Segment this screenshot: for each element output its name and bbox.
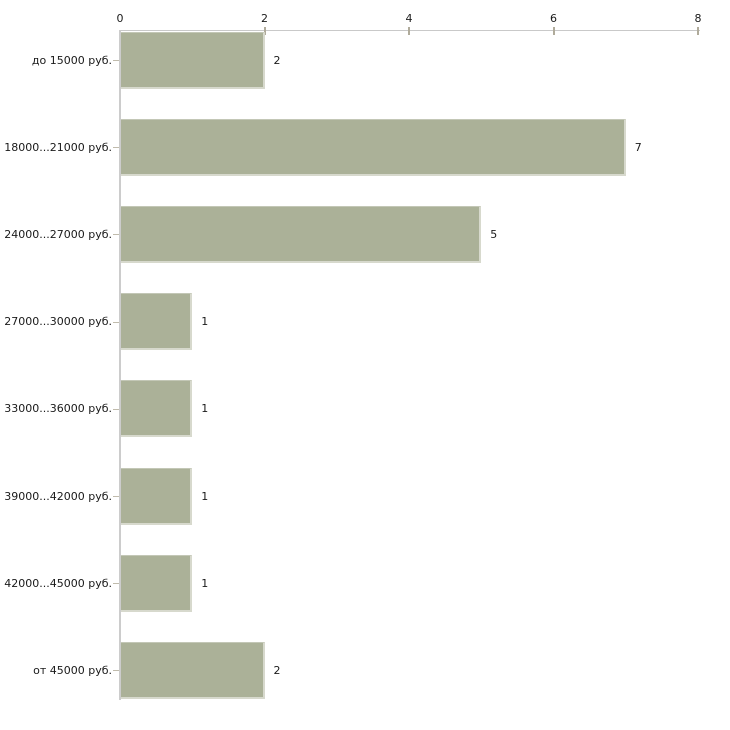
value-label: 7 — [634, 140, 642, 154]
bar — [121, 380, 193, 438]
x-tick-label: 6 — [550, 12, 557, 25]
category-label: 33000...36000 руб. — [4, 402, 112, 416]
x-tick-label: 2 — [261, 12, 268, 25]
category-tick — [113, 322, 119, 323]
category-label: до 15000 руб. — [31, 53, 112, 67]
value-label: 1 — [201, 489, 209, 503]
value-label: 1 — [201, 315, 209, 329]
category-tick — [113, 147, 119, 148]
x-tick-label: 0 — [116, 12, 124, 25]
category-tick — [113, 60, 119, 61]
category-tick — [113, 234, 119, 235]
value-label: 2 — [273, 663, 281, 677]
bar — [121, 31, 265, 89]
bar — [121, 205, 482, 263]
x-tick-mark — [263, 27, 266, 35]
category-label: от 45000 руб. — [33, 663, 112, 677]
value-label: 1 — [201, 402, 209, 416]
category-label: 39000...42000 руб. — [4, 489, 112, 503]
bar — [121, 641, 265, 699]
category-tick — [113, 670, 119, 671]
x-tick-mark — [408, 27, 410, 35]
category-label: 27000...30000 руб. — [4, 315, 112, 329]
bar — [121, 554, 193, 612]
category-tick — [113, 583, 119, 584]
x-tick-label: 4 — [405, 12, 413, 25]
category-tick — [113, 409, 119, 410]
bar — [121, 293, 193, 351]
bar — [121, 118, 626, 176]
category-label: 42000...45000 руб. — [4, 576, 112, 590]
x-tick-mark — [697, 27, 699, 35]
x-tick-mark — [552, 27, 555, 35]
y-axis-line — [119, 30, 121, 700]
x-tick-label: 8 — [694, 12, 702, 25]
category-tick — [113, 496, 119, 497]
value-label: 2 — [273, 53, 281, 67]
category-label: 24000...27000 руб. — [4, 227, 112, 241]
value-label: 1 — [201, 576, 209, 590]
bar — [121, 467, 193, 525]
value-label: 5 — [490, 227, 498, 241]
category-label: 18000...21000 руб. — [4, 140, 112, 154]
